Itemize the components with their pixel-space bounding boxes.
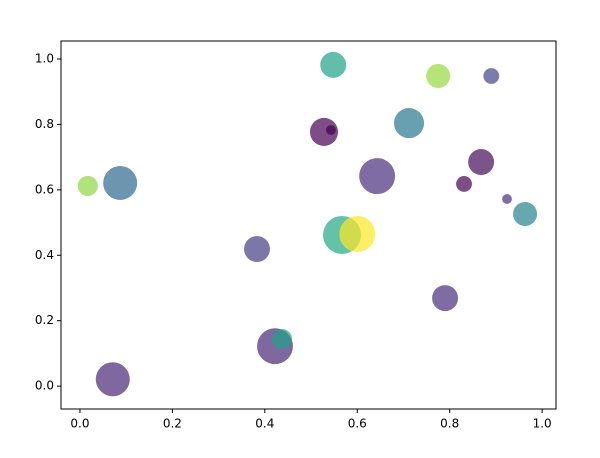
bubble bbox=[95, 362, 130, 397]
bubble bbox=[77, 175, 98, 196]
x-tick-label: 0.0 bbox=[70, 417, 89, 431]
x-tick-label: 0.4 bbox=[255, 417, 274, 431]
bubble bbox=[432, 285, 459, 312]
x-tick-label: 0.6 bbox=[348, 417, 367, 431]
y-tick-label: 0.2 bbox=[35, 313, 54, 327]
plot-area bbox=[61, 41, 556, 409]
bubble bbox=[502, 194, 512, 204]
x-tick-label: 0.8 bbox=[440, 417, 459, 431]
bubble bbox=[426, 63, 451, 89]
x-tick-label: 1.0 bbox=[533, 417, 552, 431]
bubble bbox=[456, 176, 472, 192]
bubble bbox=[320, 51, 347, 78]
bubble bbox=[243, 236, 270, 263]
x-tick-label: 0.2 bbox=[163, 417, 182, 431]
y-tick-label: 0.0 bbox=[35, 379, 54, 393]
bubble bbox=[393, 108, 425, 139]
axes-frame bbox=[60, 40, 557, 410]
bubble bbox=[326, 125, 336, 135]
bubble bbox=[271, 328, 292, 350]
bubble bbox=[309, 117, 339, 146]
bubble bbox=[103, 165, 138, 200]
y-tick-label: 1.0 bbox=[35, 51, 54, 65]
bubble bbox=[468, 149, 495, 176]
y-tick-label: 0.6 bbox=[35, 182, 54, 196]
bubble bbox=[483, 68, 500, 84]
bubble bbox=[513, 202, 538, 227]
y-tick-label: 0.8 bbox=[35, 117, 54, 131]
bubble bbox=[359, 158, 396, 195]
bubble bbox=[339, 216, 376, 252]
y-tick-label: 0.4 bbox=[35, 248, 54, 262]
